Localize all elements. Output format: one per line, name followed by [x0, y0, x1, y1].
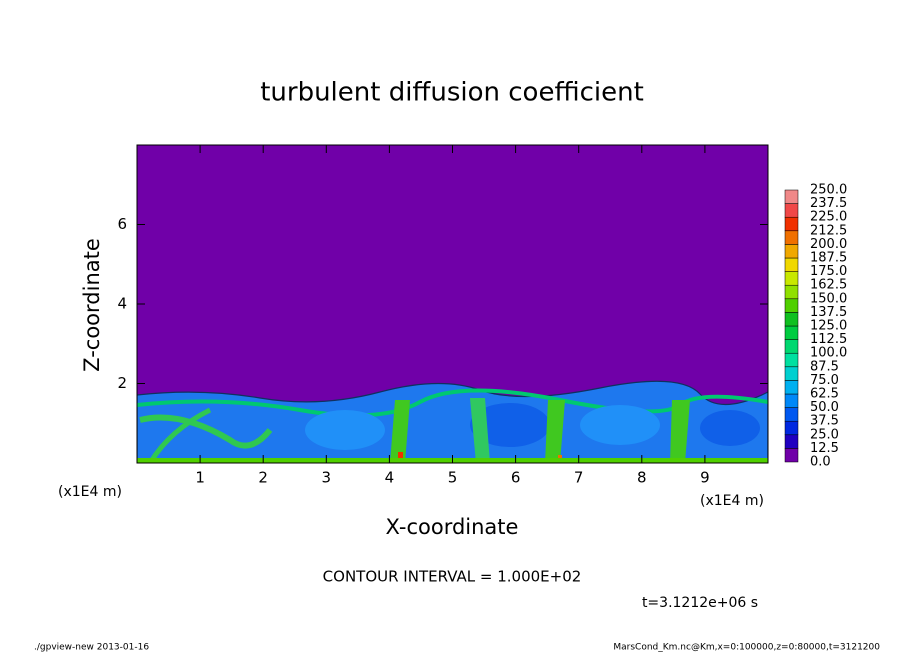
- colorbar-label: 250.0: [810, 183, 847, 198]
- x-tick-label: 8: [637, 469, 647, 487]
- y-tick-label: 2: [117, 374, 127, 392]
- colorbar-cell: [784, 407, 799, 422]
- colorbar-cell: [784, 298, 799, 313]
- footer: ./gpview-new 2013-01-16: [34, 643, 149, 653]
- x-tick-label: 7: [574, 469, 584, 487]
- colorbar-cell: [784, 366, 799, 381]
- colorbar-label: 75.0: [810, 373, 839, 388]
- colorbar-label: 100.0: [810, 346, 847, 361]
- x-tick-label: 5: [448, 469, 458, 487]
- x-axis-label: X-coordinate: [386, 515, 519, 539]
- chart-title: turbulent diffusion coefficient: [260, 78, 644, 108]
- colorbar-cell: [784, 448, 799, 463]
- colorbar-label: 137.5: [810, 305, 847, 320]
- y-tick-label: 6: [117, 215, 127, 233]
- colorbar-cell: [784, 352, 799, 368]
- colorbar-cell: [784, 339, 799, 354]
- x-unit: (x1E4 m): [700, 493, 764, 509]
- colorbar-label: 112.5: [810, 332, 847, 347]
- colorbar-label: 150.0: [810, 291, 847, 306]
- colorbar-cell: [784, 244, 799, 259]
- colorbar-label: 25.0: [810, 427, 839, 442]
- colorbar-cell: [784, 434, 799, 449]
- colorbar-label: 187.5: [810, 251, 847, 266]
- colorbar-label: 200.0: [810, 237, 847, 252]
- colorbar-label: 125.0: [810, 319, 847, 334]
- x-tick-label: 4: [385, 469, 395, 487]
- colorbar-cell: [784, 393, 799, 408]
- colorbar-label: 212.5: [810, 223, 847, 238]
- colorbar-label: 37.5: [810, 414, 839, 429]
- colorbar-cell: [784, 284, 799, 300]
- colorbar-label: 62.5: [810, 387, 839, 402]
- contour-interval: CONTOUR INTERVAL = 1.000E+02: [323, 568, 582, 586]
- x-unit: (x1E4 m): [58, 484, 122, 500]
- colorbar-cell: [784, 420, 799, 436]
- colorbar-cell: [784, 312, 799, 327]
- colorbar-label: 162.5: [810, 278, 847, 293]
- x-tick-label: 2: [258, 469, 268, 487]
- colorbar-label: 237.5: [810, 196, 847, 211]
- time-label: t=3.1212e+06 s: [642, 595, 758, 611]
- colorbar-label: 0.0: [810, 455, 831, 470]
- colorbar-label: 87.5: [810, 359, 839, 374]
- colorbar-cell: [784, 380, 799, 395]
- x-tick-label: 3: [322, 469, 332, 487]
- y-axis-label: Z-coordinate: [80, 238, 104, 372]
- x-tick-label: 6: [511, 469, 521, 487]
- colorbar-cell: [784, 216, 799, 232]
- colorbar-label: 175.0: [810, 264, 847, 279]
- colorbar-label: 50.0: [810, 400, 839, 415]
- colorbar-cell: [784, 257, 799, 272]
- colorbar-cell: [784, 325, 799, 340]
- colorbar-label: 12.5: [810, 441, 839, 456]
- colorbar-cell: [784, 189, 799, 204]
- colorbar-cell: [784, 203, 799, 218]
- colorbar-cell: [784, 230, 799, 245]
- colorbar-cell: [784, 271, 799, 286]
- footer: MarsCond_Km.nc@Km,x=0:100000,z=0:80000,t…: [613, 643, 880, 653]
- y-tick-label: 4: [117, 295, 127, 313]
- colorbar-label: 225.0: [810, 210, 847, 225]
- x-tick-label: 1: [195, 469, 205, 487]
- x-tick-label: 9: [700, 469, 710, 487]
